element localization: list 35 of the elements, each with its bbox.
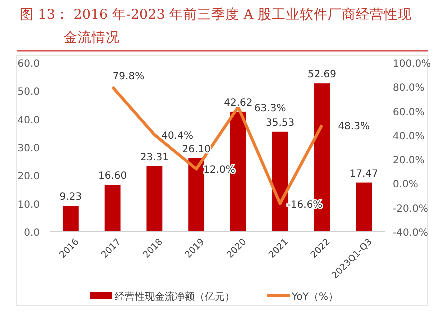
y-tick-label: 0.0: [24, 228, 40, 239]
data-label: 17.47: [350, 168, 378, 180]
y2-tick-label: 0.0%: [393, 180, 418, 191]
bar: [104, 185, 121, 232]
chart-title: 图 13： 2016 年-2023 年前三季度 A 股工业软件厂商经营性现金流情况: [20, 7, 412, 46]
legend-label: YoY（%）: [291, 292, 339, 303]
y-tick-label: 50.0: [18, 87, 40, 98]
bar: [188, 158, 205, 232]
y-tick-label: 60.0: [18, 59, 40, 70]
data-label: 79.8%: [112, 71, 145, 82]
data-label: 9.23: [60, 192, 82, 203]
y2-tick-label: -40.0%: [393, 228, 428, 239]
data-label: 52.69: [308, 70, 337, 81]
y2-tick-label: 40.0%: [393, 131, 425, 142]
data-label: 48.3%: [338, 121, 370, 132]
data-label: 42.62: [224, 98, 253, 109]
y-tick-label: 10.0: [18, 200, 40, 211]
y-tick-label: 30.0: [18, 144, 40, 154]
bar: [146, 166, 163, 232]
bar: [356, 182, 372, 232]
data-label: 63.3%: [254, 103, 286, 114]
y2-tick-label: -20.0%: [393, 204, 428, 215]
y-tick-label: 20.0: [18, 172, 40, 183]
y2-tick-label: 20.0%: [393, 156, 425, 167]
data-label: 23.31: [140, 152, 170, 164]
y2-tick-label: 80.0%: [393, 83, 425, 94]
data-label: 16.60: [98, 171, 128, 182]
bar: [272, 132, 288, 232]
y2-tick-label: 60.0%: [393, 107, 425, 118]
y-tick-label: 40.0: [18, 115, 40, 126]
bar: [62, 206, 79, 232]
data-label: 35.53: [266, 118, 295, 129]
data-label: 40.4%: [162, 130, 194, 142]
y2-tick-label: 100.0%: [393, 59, 432, 70]
legend-label: 经营性现金流净额（亿元）: [115, 291, 235, 303]
